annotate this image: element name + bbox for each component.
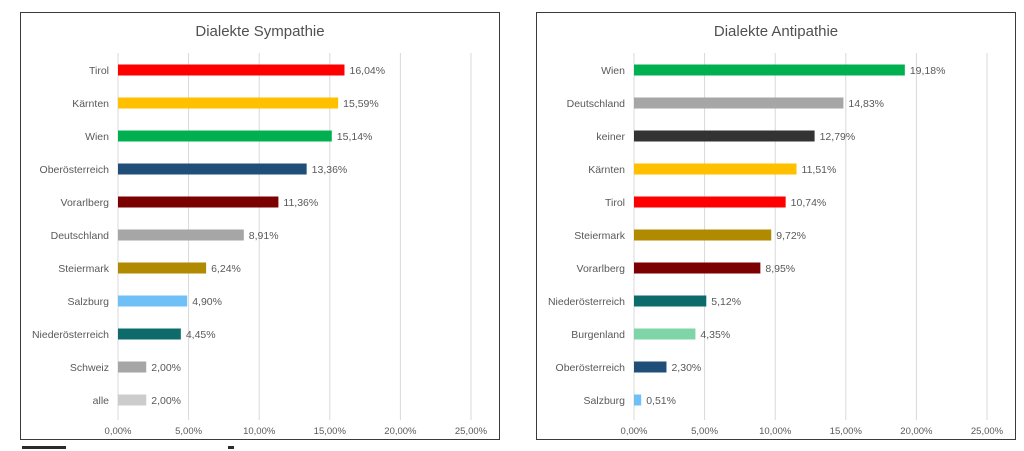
data-label: 9,72%	[776, 230, 806, 242]
category-label: Wien	[601, 65, 625, 77]
category-label: Burgenland	[571, 329, 625, 341]
chart-title: Dialekte Antipathie	[713, 23, 839, 40]
data-label: 2,00%	[151, 362, 181, 374]
data-label: 11,51%	[802, 164, 837, 176]
bar	[118, 295, 188, 307]
category-label: Salzburg	[584, 395, 626, 407]
x-tick-label: 5,00%	[175, 426, 202, 437]
category-label: Niederösterreich	[32, 329, 109, 341]
chart-title: Dialekte Sympathie	[195, 23, 325, 40]
category-label: Wien	[85, 131, 109, 143]
bar	[634, 295, 707, 307]
data-label: 2,30%	[671, 362, 701, 374]
bar	[118, 196, 279, 208]
category-label: Oberösterreich	[40, 164, 110, 176]
category-label: Kärnten	[72, 98, 109, 110]
bar	[118, 394, 147, 406]
chart-sympathie: 0,00% 5,00% 10,00% 15,00% 20,00% 25,00% Tirol 1…	[32, 53, 488, 437]
category-label: Steiermark	[58, 263, 110, 275]
category-label: keiner	[596, 131, 625, 143]
data-label: 16,04%	[349, 65, 385, 77]
data-label: 4,45%	[186, 329, 216, 341]
category-label: Schweiz	[70, 362, 109, 374]
category-label: Salzburg	[68, 296, 110, 308]
category-label: Steiermark	[574, 230, 626, 242]
data-label: 11,36%	[283, 197, 318, 209]
bar	[634, 163, 797, 175]
category-label: Vorarlberg	[577, 263, 626, 275]
chart-antipathie: 0,00% 5,00% 10,00% 15,00% 20,00% 25,00% Wien 19…	[548, 53, 1004, 437]
bar	[634, 262, 761, 274]
x-tick-label: 10,00%	[759, 426, 792, 437]
bar	[634, 97, 844, 109]
data-label: 2,00%	[151, 395, 181, 407]
bar	[118, 361, 147, 373]
category-label: Deutschland	[567, 98, 626, 110]
bar	[634, 196, 786, 208]
bar	[118, 130, 332, 142]
data-label: 5,12%	[711, 296, 741, 308]
bar	[634, 130, 815, 142]
cropped-text-fragment	[22, 446, 66, 449]
bar	[634, 394, 642, 406]
x-tick-label: 0,00%	[105, 426, 132, 437]
data-label: 14,83%	[848, 98, 884, 110]
x-tick-label: 20,00%	[900, 426, 933, 437]
x-tick-label: 20,00%	[384, 426, 417, 437]
bar	[634, 328, 696, 340]
bar	[118, 262, 207, 274]
x-tick-label: 5,00%	[691, 426, 718, 437]
category-label: Tirol	[605, 197, 625, 209]
chart-panel-antipathie: Dialekte Antipathie 0,00% 5,00% 10,00% 15,0…	[536, 12, 1016, 440]
data-label: 13,36%	[312, 164, 348, 176]
category-label: alle	[93, 395, 110, 407]
category-label: Kärnten	[588, 164, 625, 176]
bar	[634, 64, 905, 76]
x-tick-label: 25,00%	[971, 426, 1004, 437]
data-label: 19,18%	[910, 65, 946, 77]
category-label: Deutschland	[51, 230, 110, 242]
bar	[118, 229, 244, 241]
x-tick-label: 25,00%	[455, 426, 488, 437]
data-label: 8,91%	[249, 230, 279, 242]
category-label: Tirol	[89, 65, 109, 77]
data-label: 4,35%	[700, 329, 730, 341]
bar	[118, 64, 345, 76]
cropped-text-fragment	[228, 446, 234, 449]
data-label: 12,79%	[820, 131, 856, 143]
x-tick-label: 15,00%	[830, 426, 863, 437]
data-label: 4,90%	[192, 296, 222, 308]
bar	[634, 229, 772, 241]
bar	[118, 328, 181, 340]
category-label: Niederösterreich	[548, 296, 625, 308]
bar	[118, 97, 339, 109]
data-label: 15,59%	[343, 98, 379, 110]
category-label: Vorarlberg	[61, 197, 110, 209]
category-label: Oberösterreich	[556, 362, 626, 374]
chart-panel-sympathie: Dialekte Sympathie 0,00% 5,00% 10,00% 15,00…	[20, 12, 500, 440]
x-tick-label: 0,00%	[621, 426, 648, 437]
data-label: 8,95%	[765, 263, 795, 275]
data-label: 6,24%	[211, 263, 241, 275]
data-label: 15,14%	[337, 131, 373, 143]
x-tick-label: 10,00%	[243, 426, 276, 437]
bar	[118, 163, 307, 175]
data-label: 0,51%	[646, 395, 676, 407]
x-tick-label: 15,00%	[314, 426, 347, 437]
bar	[634, 361, 667, 373]
data-label: 10,74%	[791, 197, 827, 209]
